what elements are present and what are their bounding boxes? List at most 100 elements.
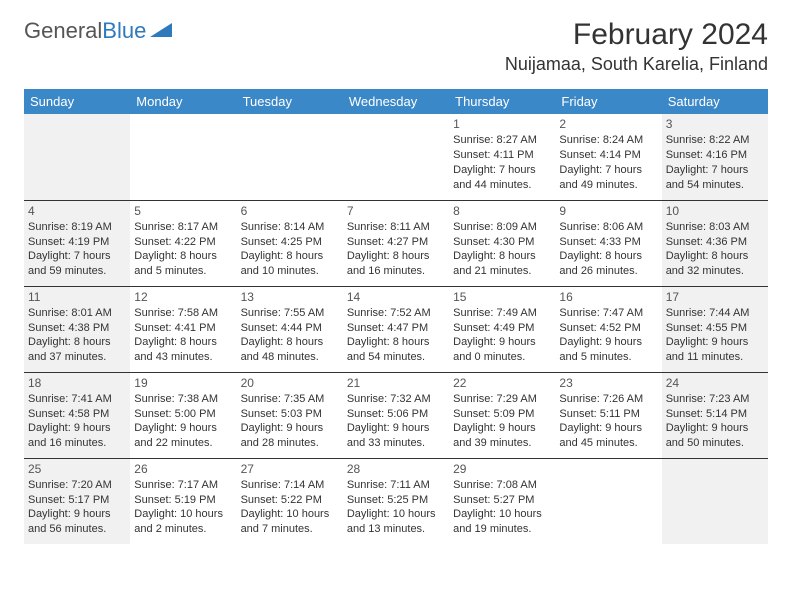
day-number: 29 — [453, 461, 551, 477]
calendar-day-cell: 6Sunrise: 8:14 AM Sunset: 4:25 PM Daylig… — [237, 200, 343, 286]
calendar-day-cell: 13Sunrise: 7:55 AM Sunset: 4:44 PM Dayli… — [237, 286, 343, 372]
day-details: Sunrise: 8:27 AM Sunset: 4:11 PM Dayligh… — [453, 133, 551, 192]
day-number: 14 — [347, 289, 445, 305]
calendar-day-cell: 26Sunrise: 7:17 AM Sunset: 5:19 PM Dayli… — [130, 458, 236, 544]
calendar-day-cell: 3Sunrise: 8:22 AM Sunset: 4:16 PM Daylig… — [662, 114, 768, 200]
weekday-header: Sunday — [24, 89, 130, 114]
day-number: 10 — [666, 203, 764, 219]
day-number: 11 — [28, 289, 126, 305]
day-details: Sunrise: 7:14 AM Sunset: 5:22 PM Dayligh… — [241, 478, 339, 537]
day-details: Sunrise: 7:23 AM Sunset: 5:14 PM Dayligh… — [666, 392, 764, 451]
calendar-day-cell: 11Sunrise: 8:01 AM Sunset: 4:38 PM Dayli… — [24, 286, 130, 372]
calendar-week-row: 1Sunrise: 8:27 AM Sunset: 4:11 PM Daylig… — [24, 114, 768, 200]
day-details: Sunrise: 7:29 AM Sunset: 5:09 PM Dayligh… — [453, 392, 551, 451]
day-details: Sunrise: 7:47 AM Sunset: 4:52 PM Dayligh… — [559, 306, 657, 365]
weekday-header: Tuesday — [237, 89, 343, 114]
calendar-day-cell: 16Sunrise: 7:47 AM Sunset: 4:52 PM Dayli… — [555, 286, 661, 372]
calendar-day-cell: 12Sunrise: 7:58 AM Sunset: 4:41 PM Dayli… — [130, 286, 236, 372]
logo: GeneralBlue — [24, 18, 172, 44]
day-details: Sunrise: 8:22 AM Sunset: 4:16 PM Dayligh… — [666, 133, 764, 192]
logo-text-gray: General — [24, 18, 102, 44]
calendar-header-row: SundayMondayTuesdayWednesdayThursdayFrid… — [24, 89, 768, 114]
day-details: Sunrise: 8:19 AM Sunset: 4:19 PM Dayligh… — [28, 220, 126, 279]
header: GeneralBlue February 2024 Nuijamaa, Sout… — [24, 18, 768, 75]
calendar-day-cell: 29Sunrise: 7:08 AM Sunset: 5:27 PM Dayli… — [449, 458, 555, 544]
calendar-day-cell — [662, 458, 768, 544]
day-details: Sunrise: 8:14 AM Sunset: 4:25 PM Dayligh… — [241, 220, 339, 279]
day-number: 27 — [241, 461, 339, 477]
day-details: Sunrise: 7:20 AM Sunset: 5:17 PM Dayligh… — [28, 478, 126, 537]
calendar-day-cell — [343, 114, 449, 200]
day-details: Sunrise: 7:44 AM Sunset: 4:55 PM Dayligh… — [666, 306, 764, 365]
day-details: Sunrise: 8:17 AM Sunset: 4:22 PM Dayligh… — [134, 220, 232, 279]
day-number: 28 — [347, 461, 445, 477]
day-number: 8 — [453, 203, 551, 219]
day-number: 17 — [666, 289, 764, 305]
day-details: Sunrise: 8:11 AM Sunset: 4:27 PM Dayligh… — [347, 220, 445, 279]
day-number: 18 — [28, 375, 126, 391]
weekday-header: Saturday — [662, 89, 768, 114]
day-number: 4 — [28, 203, 126, 219]
location: Nuijamaa, South Karelia, Finland — [505, 54, 768, 75]
logo-text-blue: Blue — [102, 18, 146, 44]
calendar-day-cell: 28Sunrise: 7:11 AM Sunset: 5:25 PM Dayli… — [343, 458, 449, 544]
calendar-day-cell: 20Sunrise: 7:35 AM Sunset: 5:03 PM Dayli… — [237, 372, 343, 458]
calendar-day-cell: 19Sunrise: 7:38 AM Sunset: 5:00 PM Dayli… — [130, 372, 236, 458]
calendar-week-row: 11Sunrise: 8:01 AM Sunset: 4:38 PM Dayli… — [24, 286, 768, 372]
day-details: Sunrise: 7:41 AM Sunset: 4:58 PM Dayligh… — [28, 392, 126, 451]
day-number: 19 — [134, 375, 232, 391]
calendar-day-cell: 15Sunrise: 7:49 AM Sunset: 4:49 PM Dayli… — [449, 286, 555, 372]
day-details: Sunrise: 7:55 AM Sunset: 4:44 PM Dayligh… — [241, 306, 339, 365]
day-number: 21 — [347, 375, 445, 391]
day-number: 26 — [134, 461, 232, 477]
calendar-day-cell: 22Sunrise: 7:29 AM Sunset: 5:09 PM Dayli… — [449, 372, 555, 458]
title-block: February 2024 Nuijamaa, South Karelia, F… — [505, 18, 768, 75]
calendar-day-cell: 25Sunrise: 7:20 AM Sunset: 5:17 PM Dayli… — [24, 458, 130, 544]
day-number: 5 — [134, 203, 232, 219]
calendar-day-cell: 5Sunrise: 8:17 AM Sunset: 4:22 PM Daylig… — [130, 200, 236, 286]
calendar-day-cell: 10Sunrise: 8:03 AM Sunset: 4:36 PM Dayli… — [662, 200, 768, 286]
day-details: Sunrise: 8:24 AM Sunset: 4:14 PM Dayligh… — [559, 133, 657, 192]
weekday-header: Wednesday — [343, 89, 449, 114]
day-details: Sunrise: 7:52 AM Sunset: 4:47 PM Dayligh… — [347, 306, 445, 365]
day-details: Sunrise: 7:35 AM Sunset: 5:03 PM Dayligh… — [241, 392, 339, 451]
calendar-day-cell: 9Sunrise: 8:06 AM Sunset: 4:33 PM Daylig… — [555, 200, 661, 286]
calendar-day-cell: 18Sunrise: 7:41 AM Sunset: 4:58 PM Dayli… — [24, 372, 130, 458]
day-details: Sunrise: 7:49 AM Sunset: 4:49 PM Dayligh… — [453, 306, 551, 365]
calendar-day-cell — [130, 114, 236, 200]
calendar-day-cell: 1Sunrise: 8:27 AM Sunset: 4:11 PM Daylig… — [449, 114, 555, 200]
day-details: Sunrise: 7:38 AM Sunset: 5:00 PM Dayligh… — [134, 392, 232, 451]
day-details: Sunrise: 8:01 AM Sunset: 4:38 PM Dayligh… — [28, 306, 126, 365]
day-details: Sunrise: 8:09 AM Sunset: 4:30 PM Dayligh… — [453, 220, 551, 279]
day-number: 22 — [453, 375, 551, 391]
calendar-day-cell: 4Sunrise: 8:19 AM Sunset: 4:19 PM Daylig… — [24, 200, 130, 286]
calendar-table: SundayMondayTuesdayWednesdayThursdayFrid… — [24, 89, 768, 544]
weekday-header: Monday — [130, 89, 236, 114]
day-number: 7 — [347, 203, 445, 219]
day-number: 20 — [241, 375, 339, 391]
day-number: 12 — [134, 289, 232, 305]
calendar-day-cell: 23Sunrise: 7:26 AM Sunset: 5:11 PM Dayli… — [555, 372, 661, 458]
day-number: 3 — [666, 116, 764, 132]
calendar-day-cell: 8Sunrise: 8:09 AM Sunset: 4:30 PM Daylig… — [449, 200, 555, 286]
day-details: Sunrise: 7:58 AM Sunset: 4:41 PM Dayligh… — [134, 306, 232, 365]
calendar-day-cell: 21Sunrise: 7:32 AM Sunset: 5:06 PM Dayli… — [343, 372, 449, 458]
calendar-day-cell: 7Sunrise: 8:11 AM Sunset: 4:27 PM Daylig… — [343, 200, 449, 286]
month-title: February 2024 — [505, 18, 768, 52]
calendar-day-cell — [555, 458, 661, 544]
day-number: 16 — [559, 289, 657, 305]
day-details: Sunrise: 7:32 AM Sunset: 5:06 PM Dayligh… — [347, 392, 445, 451]
day-number: 13 — [241, 289, 339, 305]
calendar-day-cell: 14Sunrise: 7:52 AM Sunset: 4:47 PM Dayli… — [343, 286, 449, 372]
day-number: 23 — [559, 375, 657, 391]
calendar-week-row: 18Sunrise: 7:41 AM Sunset: 4:58 PM Dayli… — [24, 372, 768, 458]
weekday-header: Thursday — [449, 89, 555, 114]
day-details: Sunrise: 8:06 AM Sunset: 4:33 PM Dayligh… — [559, 220, 657, 279]
day-number: 24 — [666, 375, 764, 391]
calendar-day-cell: 2Sunrise: 8:24 AM Sunset: 4:14 PM Daylig… — [555, 114, 661, 200]
calendar-day-cell: 17Sunrise: 7:44 AM Sunset: 4:55 PM Dayli… — [662, 286, 768, 372]
day-details: Sunrise: 7:17 AM Sunset: 5:19 PM Dayligh… — [134, 478, 232, 537]
logo-triangle-icon — [150, 23, 172, 39]
calendar-day-cell — [237, 114, 343, 200]
day-number: 9 — [559, 203, 657, 219]
